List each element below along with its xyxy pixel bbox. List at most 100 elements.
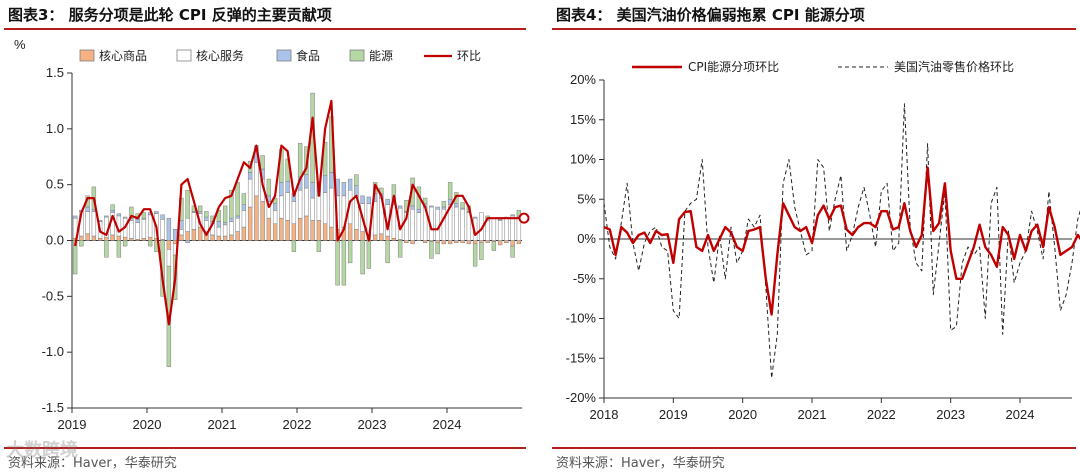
stacked-bar-segment <box>322 175 328 193</box>
stacked-bar-segment <box>160 214 165 220</box>
stacked-bar-segment <box>504 240 509 243</box>
stacked-bar-segment <box>241 226 247 241</box>
stacked-bar-segment <box>185 217 190 232</box>
stacked-bar-segment <box>222 205 228 223</box>
stacked-bar-segment <box>147 240 153 247</box>
legend-label: 能源 <box>369 49 393 63</box>
stacked-bar-segment <box>135 222 140 240</box>
x-tick-label: 2018 <box>590 407 619 422</box>
stacked-bar-segment <box>216 235 222 241</box>
stacked-bar-segment <box>297 217 303 241</box>
stacked-bar-segment <box>429 205 434 208</box>
legend-swatch <box>176 49 192 62</box>
stacked-bar-segment <box>335 240 340 286</box>
stacked-bar-segment <box>510 245 515 258</box>
stacked-bar-segment <box>347 178 353 191</box>
bottom-rule-right <box>552 447 1076 449</box>
stacked-bar-segment <box>222 222 228 226</box>
stacked-bar-segment <box>510 240 515 247</box>
stacked-bar-segment <box>466 240 472 245</box>
stacked-bar-segment <box>166 240 172 250</box>
stacked-bar-segment <box>235 231 240 241</box>
stacked-bar-segment <box>179 234 184 241</box>
y-tick-label: 20% <box>570 72 596 87</box>
stacked-bar-segment <box>229 217 234 222</box>
y-tick-label: -0.5 <box>42 288 64 303</box>
stacked-bar-segment <box>97 238 103 241</box>
stacked-bar-segment <box>497 219 503 221</box>
stacked-bar-segment <box>316 240 322 252</box>
stacked-bar-segment <box>235 215 240 219</box>
stacked-bar-segment <box>172 229 178 241</box>
stacked-bar-segment <box>322 192 328 225</box>
stacked-bar-segment <box>485 240 490 243</box>
stacked-bar-segment <box>279 217 284 241</box>
y-tick-label: 5% <box>577 191 596 206</box>
source-note-right: 资料来源：Haver，华泰研究 <box>556 456 725 471</box>
stacked-bar-segment <box>510 214 515 217</box>
stacked-bar-segment <box>141 212 147 219</box>
stacked-bar-segment <box>304 174 309 189</box>
stacked-bar-segment <box>229 234 234 241</box>
stacked-bar-segment <box>229 190 234 219</box>
legend-swatch <box>349 49 365 62</box>
stacked-bar-segment <box>291 240 297 252</box>
stacked-bar-segment <box>435 206 440 210</box>
stacked-bar-segment <box>104 236 109 241</box>
stacked-bar-segment <box>454 240 459 243</box>
stacked-bar-segment <box>329 226 334 241</box>
stacked-bar-segment <box>304 187 309 217</box>
stacked-bar-segment <box>372 234 378 241</box>
legend-label: 美国汽油零售价格环比 <box>894 59 1014 74</box>
legend-label: CPI能源分项环比 <box>688 60 779 74</box>
mom-line-end-marker <box>518 212 530 224</box>
legend-label: 核心服务 <box>196 48 244 63</box>
stacked-bar-segment <box>360 240 365 275</box>
stacked-bar-segment <box>204 216 209 221</box>
x-tick-label: 2020 <box>133 417 162 432</box>
y-tick-label: -1.0 <box>42 344 64 359</box>
stacked-bar-segment <box>297 190 303 219</box>
x-tick-label: 2021 <box>208 417 237 432</box>
stacked-bar-segment <box>179 229 184 236</box>
y-tick-label: 0.0 <box>46 233 64 248</box>
legend-swatch <box>276 49 292 62</box>
stacked-bar-segment <box>504 217 509 241</box>
stacked-bar-segment <box>485 220 490 241</box>
stacked-bar-segment <box>472 243 478 267</box>
stacked-bar-segment <box>147 214 153 238</box>
stacked-bar-segment <box>254 195 259 241</box>
stacked-bar-segment <box>285 192 290 221</box>
y-tick-label: -15% <box>566 350 597 365</box>
stacked-bar-segment <box>104 215 109 218</box>
stacked-bar-segment <box>129 238 134 241</box>
stacked-bar-segment <box>110 210 115 213</box>
stacked-bar-segment <box>454 206 459 241</box>
title-rule-right <box>552 28 1076 30</box>
stacked-bar-segment <box>291 201 297 225</box>
chart-panel-left: 图表3： 服务分项是此轮 CPI 反弹的主要贡献项 % -1.5 -1.0 -0.5 0… <box>0 0 530 474</box>
stacked-bar-segment <box>310 220 315 241</box>
stacked-bar-segment <box>435 242 440 255</box>
stacked-bar-segment <box>385 198 390 206</box>
bottom-rule-left <box>4 447 526 449</box>
stacked-bar-segment <box>216 226 222 237</box>
stacked-bar-segment <box>104 240 109 258</box>
stacked-bar-segment <box>247 178 253 208</box>
stacked-bar-segment <box>416 212 422 241</box>
stacked-bar-segment <box>310 197 315 221</box>
stacked-bar-segment <box>410 205 415 210</box>
stacked-bar-segment <box>379 233 384 241</box>
stacked-bar-segment <box>410 208 415 241</box>
stacked-bar-segment <box>497 220 503 241</box>
stacked-bar-segment <box>191 229 197 241</box>
stacked-bar-segment <box>316 195 322 221</box>
stacked-bar-segment <box>272 203 278 211</box>
title-rule-left <box>4 28 526 30</box>
stacked-bar-segment <box>191 212 197 230</box>
stacked-bar-chart: % -1.5 -1.0 -0.5 0.0 0.5 1.0 1.5 2019 2020 2021 202… <box>14 37 530 432</box>
stacked-bar-segment <box>422 240 428 243</box>
chart-title-left: 图表3： 服务分项是此轮 CPI 反弹的主要贡献项 <box>8 6 332 24</box>
mom-line <box>74 99 519 326</box>
stacked-bar-segment <box>316 220 322 241</box>
